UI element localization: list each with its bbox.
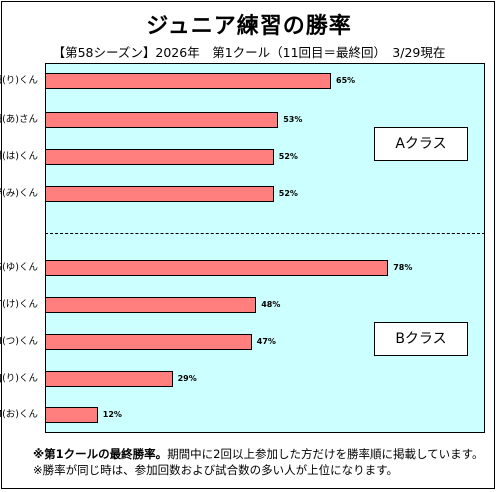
bar-value-label: 12%: [102, 410, 122, 419]
bar-value-label: 78%: [393, 263, 413, 272]
category-label: K田(り)くん: [0, 75, 38, 86]
class-divider: [45, 233, 485, 234]
bar-value-label: 48%: [261, 300, 281, 309]
bar: [45, 260, 389, 276]
category-label: N村(は)くん: [0, 151, 38, 162]
category-label: AI(つ)くん: [0, 336, 38, 347]
bar: [45, 407, 98, 423]
chart-subtitle: 【第58シーズン】2026年 第1クール（11回目＝最終回） 3/29現在: [52, 45, 446, 60]
bar: [45, 186, 274, 202]
bar-value-label: 29%: [177, 374, 197, 383]
note-line-1-rest: 期間中に2回以上参加した方だけを勝率順に掲載しています。: [167, 447, 484, 461]
category-label: IS(ゆ)くん: [0, 262, 38, 273]
bar: [45, 297, 257, 313]
class-b-label: Bクラス: [374, 322, 468, 356]
bar-value-label: 53%: [283, 115, 303, 124]
bar: [45, 73, 331, 89]
bar-value-label: 52%: [278, 189, 298, 198]
category-label: MJ(り)くん: [0, 373, 38, 384]
note-line-1: ※第1クールの最終勝率。期間中に2回以上参加した方だけを勝率順に掲載しています。: [33, 447, 484, 462]
note-line-1-bold: ※第1クールの最終勝率。: [33, 447, 168, 461]
bar: [45, 112, 279, 128]
class-a-label: Aクラス: [374, 127, 468, 161]
category-label: U野(み)くん: [0, 188, 38, 199]
bar: [45, 149, 274, 165]
bar-value-label: 47%: [256, 337, 276, 346]
note-line-2: ※勝率が同じ時は、参加回数および試合数の多い人が上位になります。: [33, 463, 398, 477]
bar: [45, 334, 252, 350]
category-label: YT(け)くん: [0, 299, 38, 310]
category-label: K田(あ)さん: [0, 114, 38, 125]
bar-value-label: 52%: [278, 152, 298, 161]
bar-value-label: 65%: [336, 76, 356, 85]
bar: [45, 371, 173, 387]
chart-title: ジュニア練習の勝率: [146, 14, 352, 39]
category-label: SM(お)くん: [0, 409, 38, 420]
